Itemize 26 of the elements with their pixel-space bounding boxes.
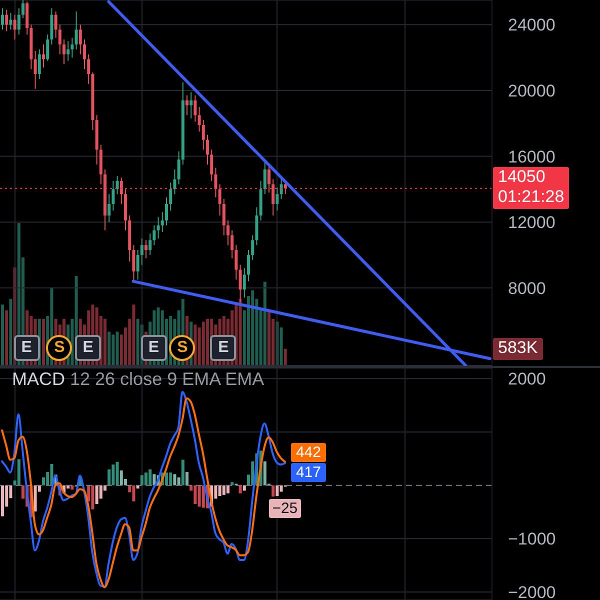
- annotation: E: [82, 339, 94, 357]
- annotation: E: [21, 339, 32, 357]
- tile-icon: E: [140, 335, 167, 361]
- chart-title: MACD: [12, 369, 65, 389]
- y-tick-label: 8000: [508, 278, 546, 298]
- annotation: S: [177, 339, 188, 357]
- y-tick-label: 24000: [508, 16, 556, 35]
- y-tick-label: −1000: [508, 530, 556, 549]
- tile-icon: E: [14, 335, 40, 361]
- data-label: −25: [272, 500, 298, 517]
- annotation: S: [54, 339, 65, 357]
- tile-icon: E: [75, 335, 102, 361]
- y-tick-label: 20000: [508, 82, 556, 101]
- annotation: E: [218, 339, 229, 357]
- annotation: E: [148, 339, 160, 357]
- data-label: 417: [296, 464, 321, 481]
- y-tick-label: −2000: [508, 583, 556, 600]
- y-tick-label: 2000: [508, 370, 546, 389]
- data-label: 442: [296, 444, 321, 461]
- text: 01:21:28: [498, 187, 564, 206]
- ref-line-label: 14050: [498, 167, 546, 186]
- y-tick-label: 16000: [508, 147, 556, 166]
- text: 583K: [498, 338, 538, 357]
- y-tick-label: 12000: [508, 213, 556, 232]
- tile-icon: E: [210, 335, 236, 361]
- chart-subtitle: 12 26 close 9 EMA EMA: [70, 369, 264, 389]
